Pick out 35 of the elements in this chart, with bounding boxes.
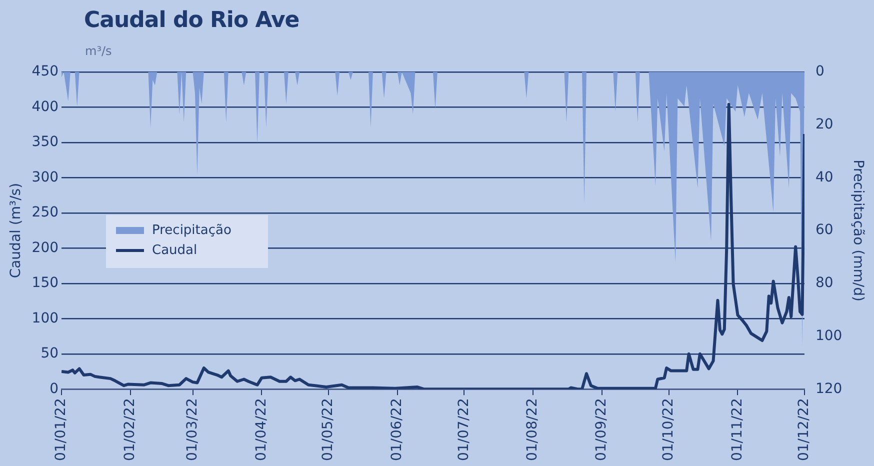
x-tick-label: 01/04/22	[253, 398, 270, 462]
y-tick-label: 400	[32, 98, 59, 115]
chart-subtitle: m³/s	[85, 44, 112, 58]
y-tick-label: 150	[32, 275, 59, 292]
legend-label: Caudal	[152, 242, 198, 258]
x-tick-label: 01/03/22	[184, 398, 200, 462]
x-tick-label: 01/10/22	[660, 398, 676, 462]
x-tick-label: 01/07/22	[456, 398, 472, 462]
y2-tick-label: 40	[815, 169, 834, 186]
y2-tick-label: 100	[815, 328, 842, 344]
x-tick-label: 01/12/22	[796, 398, 812, 462]
y-tick-label: 450	[32, 64, 59, 80]
y2-tick-label: 0	[815, 64, 824, 80]
y-tick-label: 50	[40, 346, 59, 362]
y-tick-label: 100	[32, 310, 59, 326]
chart-title: Caudal do Rio Ave	[84, 8, 300, 33]
y-tick-label: 0	[50, 380, 59, 397]
legend-label: Precipitação	[152, 222, 232, 238]
x-tick-label: 01/06/22	[389, 398, 406, 462]
y2-tick-label: 120	[815, 380, 842, 397]
y-tick-label: 350	[32, 134, 59, 150]
y2-tick-label: 60	[815, 222, 834, 238]
y2-axis-title: Precipitação (mm/d)	[850, 160, 866, 302]
x-tick-label: 01/11/22	[729, 398, 746, 462]
y-tick-label: 300	[32, 169, 59, 186]
x-tick-label: 01/08/22	[524, 398, 541, 462]
x-tick-label: 01/05/22	[320, 398, 336, 462]
x-tick-label: 01/01/22	[53, 398, 70, 462]
y2-tick-label: 80	[815, 275, 834, 292]
y-axis-title: Caudal (m³/s)	[8, 182, 24, 278]
y2-tick-label: 20	[815, 116, 834, 132]
x-tick-label: 01/09/22	[594, 398, 610, 462]
x-tick-label: 01/02/22	[122, 398, 138, 462]
y-tick-label: 200	[32, 240, 59, 256]
y-tick-label: 250	[32, 204, 59, 221]
